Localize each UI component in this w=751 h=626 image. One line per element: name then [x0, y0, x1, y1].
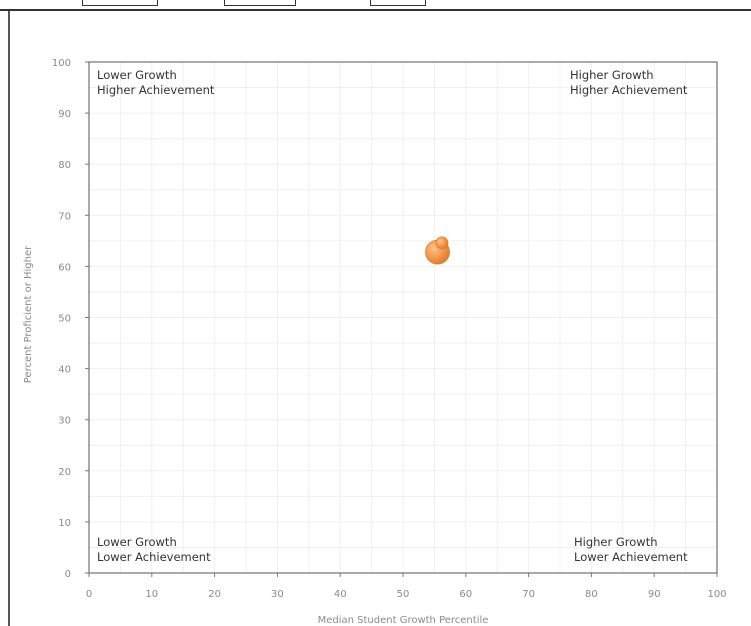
chart-panel: 0 10 20 30 40 50 60 70 80 90 100 0 10 20 30 40 50 60 70 80… — [8, 11, 751, 626]
quadrant-label-top-left: Lower Growth Higher Achievement — [97, 68, 215, 97]
quadrant-label-bottom-right: Higher Growth Lower Achievement — [574, 535, 688, 564]
quadrant-top-left-line2: Higher Achievement — [97, 83, 215, 97]
x-tick-label: 10 — [145, 589, 158, 600]
toolbar-field-2[interactable] — [224, 0, 296, 6]
y-tick-label: 60 — [58, 262, 71, 273]
y-tick-label: 10 — [58, 518, 71, 529]
x-tick-label: 60 — [459, 589, 472, 600]
scatter-chart: 0 10 20 30 40 50 60 70 80 90 100 0 10 20 30 40 50 60 70 80… — [23, 58, 727, 626]
toolbar-strip — [0, 0, 751, 11]
y-tick-label: 0 — [65, 569, 71, 580]
y-tick-label: 90 — [58, 109, 71, 120]
quadrant-bottom-left-line1: Lower Growth — [97, 535, 177, 549]
toolbar-field-3[interactable] — [370, 0, 426, 6]
toolbar-field-1[interactable] — [82, 0, 158, 6]
y-axis-ticks: 0 10 20 30 40 50 60 70 80 90 100 — [52, 58, 89, 580]
x-tick-label: 30 — [271, 589, 284, 600]
x-tick-label: 40 — [334, 589, 347, 600]
x-tick-label: 70 — [522, 589, 535, 600]
quadrant-bottom-left-line2: Lower Achievement — [97, 550, 211, 564]
x-tick-label: 80 — [585, 589, 598, 600]
y-tick-label: 50 — [58, 314, 71, 325]
y-tick-label: 70 — [58, 211, 71, 222]
x-tick-label: 50 — [397, 589, 410, 600]
x-axis-ticks: 0 10 20 30 40 50 60 70 80 90 100 — [86, 573, 727, 600]
x-tick-label: 100 — [707, 589, 726, 600]
quadrant-label-top-right: Higher Growth Higher Achievement — [570, 68, 688, 97]
quadrant-label-bottom-left: Lower Growth Lower Achievement — [97, 535, 211, 564]
y-axis-label: Percent Proficient or Higher — [23, 245, 34, 383]
x-axis-label: Median Student Growth Percentile — [318, 615, 489, 626]
data-points — [425, 236, 450, 265]
y-tick-label: 30 — [58, 416, 71, 427]
y-tick-label: 100 — [52, 58, 71, 69]
y-tick-label: 80 — [58, 160, 71, 171]
x-tick-label: 0 — [86, 589, 92, 600]
scatter-point[interactable] — [435, 236, 449, 250]
y-tick-label: 20 — [58, 467, 71, 478]
quadrant-bottom-right-line1: Higher Growth — [574, 535, 658, 549]
quadrant-top-left-line1: Lower Growth — [97, 68, 177, 82]
x-tick-label: 20 — [208, 589, 221, 600]
y-tick-label: 40 — [58, 365, 71, 376]
quadrant-top-right-line2: Higher Achievement — [570, 83, 688, 97]
quadrant-bottom-right-line2: Lower Achievement — [574, 550, 688, 564]
x-tick-label: 90 — [648, 589, 661, 600]
grid-lines — [88, 61, 718, 574]
quadrant-top-right-line1: Higher Growth — [570, 68, 654, 82]
